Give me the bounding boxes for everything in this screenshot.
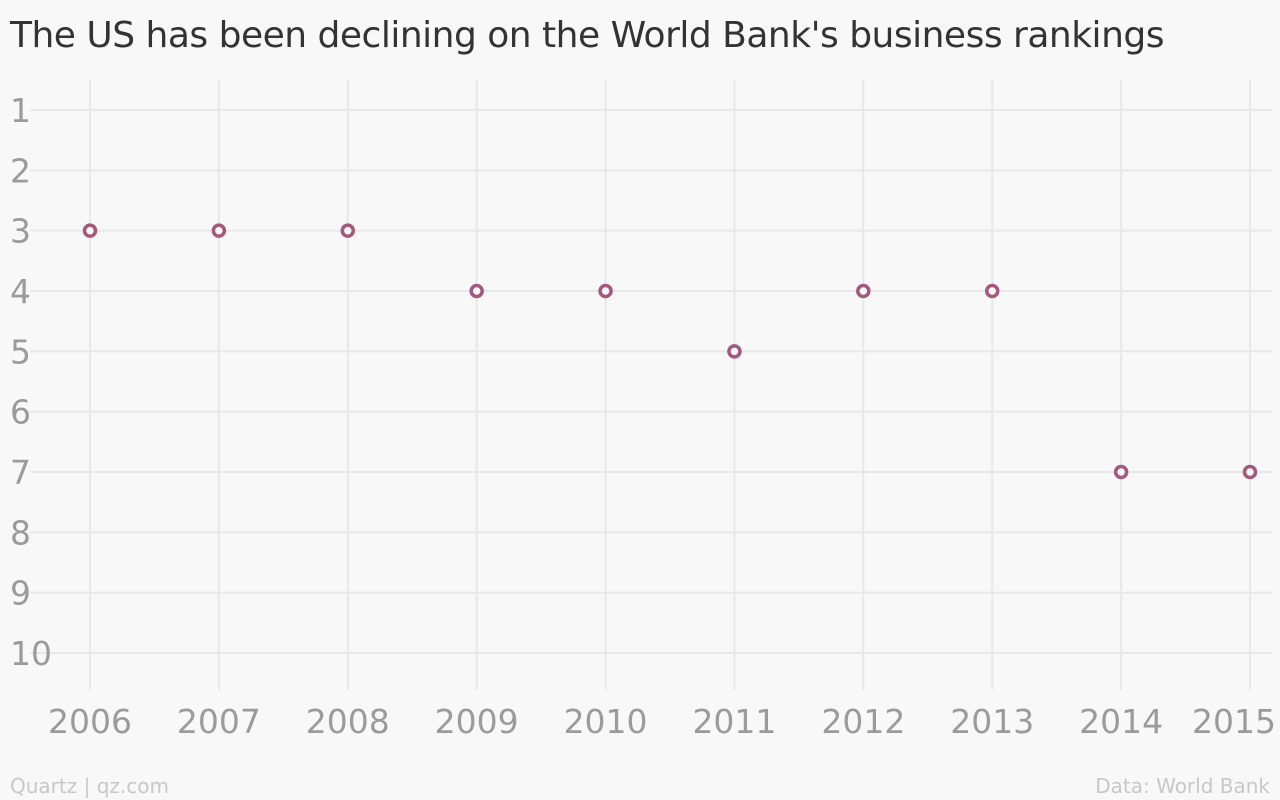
y-tick-label: 6: [10, 393, 31, 432]
x-tick-label: 2014: [1079, 702, 1163, 741]
x-tick-label: 2008: [306, 702, 390, 741]
grid-lines: [30, 80, 1272, 690]
x-tick-label: 2006: [48, 702, 132, 741]
x-tick-label: 2007: [177, 702, 261, 741]
y-tick-label: 10: [10, 634, 52, 673]
data-point: [469, 283, 484, 299]
data-point: [727, 344, 742, 359]
x-tick-label: 2010: [564, 702, 648, 741]
footer-source: Data: World Bank: [1095, 774, 1270, 798]
x-tick-label: 2009: [435, 702, 519, 741]
data-point: [856, 283, 871, 299]
data-point: [1113, 464, 1129, 480]
y-tick-label: 3: [10, 212, 31, 251]
data-points: [82, 223, 1258, 480]
data-point: [82, 223, 98, 238]
x-tick-label: 2011: [692, 702, 776, 741]
axis-tick-labels: 1 2 3 4 5 6 7 8 9 10 2006 2007 2008 2009 2010 2011 2012 2…: [10, 91, 1276, 741]
y-tick-label: 4: [10, 272, 31, 311]
y-tick-label: 2: [10, 151, 31, 190]
data-point: [598, 283, 613, 299]
data-point: [340, 223, 356, 238]
footer-credit: Quartz | qz.com: [10, 774, 169, 798]
x-tick-label: 2015: [1192, 702, 1276, 741]
y-tick-label: 1: [10, 91, 31, 130]
data-point: [984, 283, 1000, 299]
chart-title: The US has been declining on the World B…: [10, 15, 1165, 56]
x-tick-label: 2012: [821, 702, 905, 741]
data-point: [1242, 464, 1258, 480]
y-tick-label: 5: [10, 332, 31, 371]
x-tick-label: 2013: [950, 702, 1034, 741]
y-tick-label: 9: [10, 574, 31, 613]
y-tick-label: 7: [10, 453, 31, 492]
y-tick-label: 8: [10, 513, 31, 552]
data-point: [211, 223, 227, 238]
